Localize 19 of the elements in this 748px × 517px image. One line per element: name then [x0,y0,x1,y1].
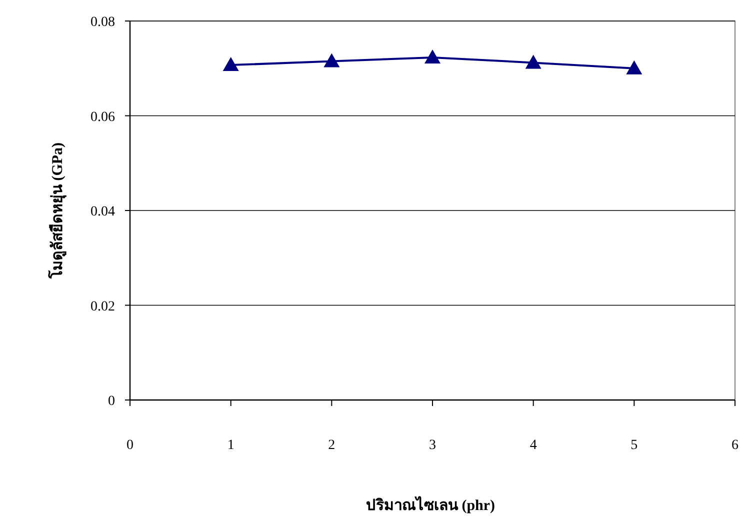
point [626,60,642,74]
x-tick-label: 0 [126,438,134,453]
x-axis-title: ปริมาณไซเลน (phr) [366,495,496,514]
point [525,54,542,69]
x-tick-label: 2 [328,438,336,453]
y-tick-label: 0.06 [90,110,115,125]
point [222,57,239,72]
y-tick-label: 0.04 [90,204,115,220]
x-tick-label: 3 [429,438,436,453]
point [424,49,440,64]
y-axis-title: โมดูลัสยืดหยุ่น (GPa) [47,142,67,280]
y-tick-label: 0.08 [90,15,115,30]
x-tick-label: 5 [630,438,638,453]
point [324,53,340,68]
x-tick-label: 4 [530,438,537,453]
x-tick-label: 1 [227,438,234,453]
x-tick-label: 6 [732,438,738,453]
y-tick-label: 0 [108,394,115,409]
y-tick-label: 0.02 [90,299,115,314]
